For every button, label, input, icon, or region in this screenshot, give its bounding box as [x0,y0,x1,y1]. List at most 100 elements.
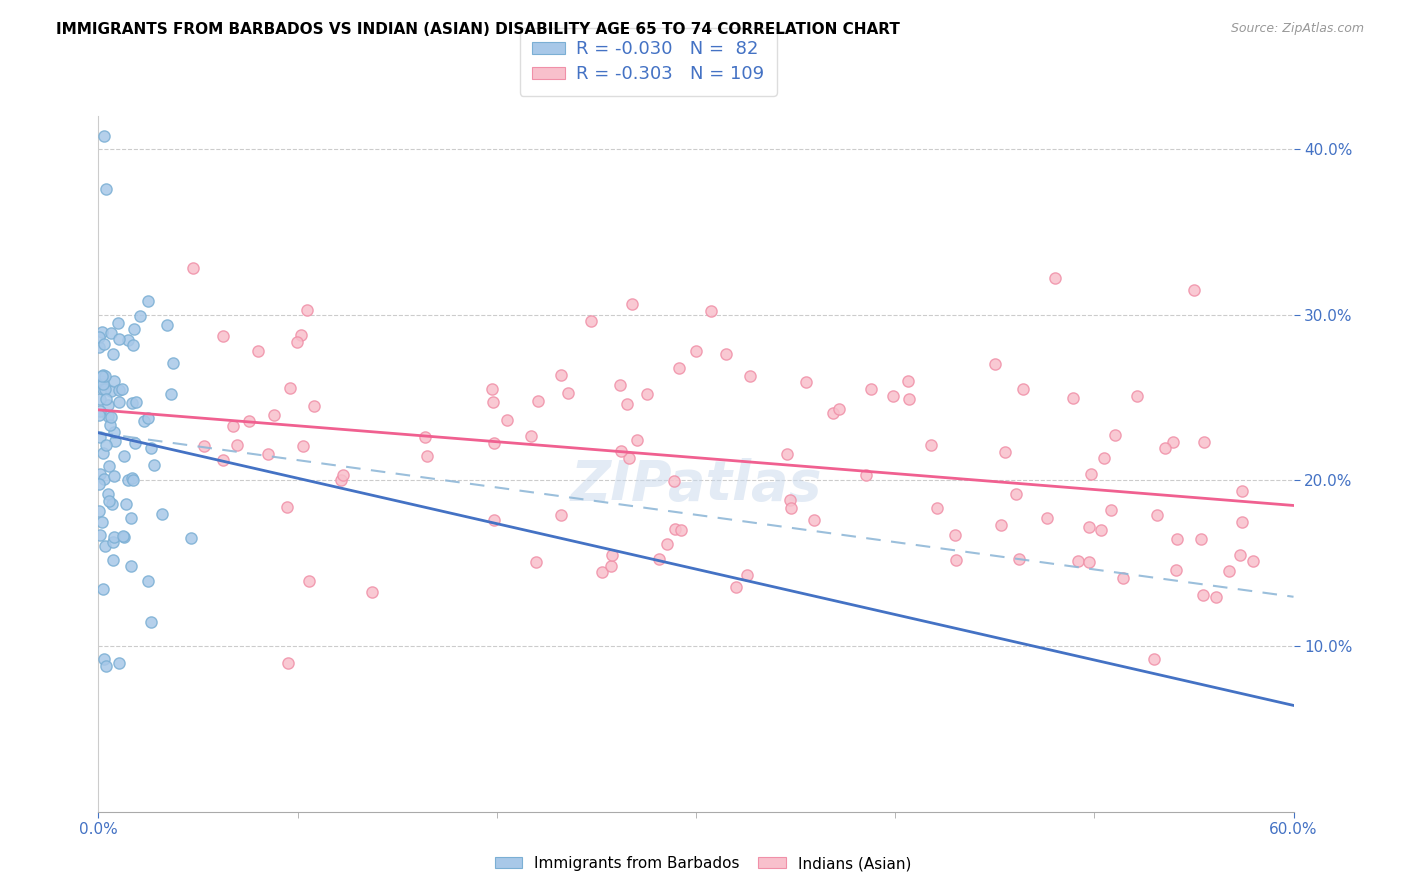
Point [87,477,110,491]
Point [112,449,135,463]
Point [89,504,111,518]
Point [107,384,129,398]
Point [89,467,111,481]
Point [89,528,111,542]
Point [94,438,117,452]
Point [828,402,851,417]
Point [111,382,134,396]
Point [103,530,125,544]
Point [648,552,671,566]
Point [925,500,948,515]
Point [111,529,134,543]
Point [89,330,111,344]
Point [636,387,658,401]
Point [120,511,142,525]
Point [664,522,686,536]
Point [87,340,110,354]
Point [1189,532,1212,546]
Point [276,500,298,514]
Point [290,328,312,343]
Point [780,501,803,516]
Text: IMMIGRANTS FROM BARBADOS VS INDIAN (ASIAN) DISABILITY AGE 65 TO 74 CORRELATION C: IMMIGRANTS FROM BARBADOS VS INDIAN (ASIA… [56,22,900,37]
Point [97,487,120,501]
Point [1192,588,1215,602]
Point [945,553,967,567]
Point [114,497,136,511]
Point [361,584,384,599]
Point [90,374,112,388]
Point [716,347,738,361]
Point [103,469,125,483]
Point [132,414,155,428]
Point [212,329,235,343]
Point [107,332,129,346]
Point [1099,503,1122,517]
Point [277,656,299,670]
Point [100,326,122,340]
Point [1066,554,1088,568]
Point [621,297,644,311]
Point [821,405,844,419]
Point [550,508,572,522]
Point [125,394,148,409]
Point [263,408,285,422]
Point [1062,391,1084,405]
Point [481,382,503,396]
Point [1241,554,1264,568]
Point [121,396,143,410]
Point [527,394,550,409]
Point [655,537,678,551]
Point [330,473,353,487]
Point [482,513,505,527]
Point [89,430,111,444]
Point [1112,571,1135,585]
Point [89,392,111,407]
Point [91,325,114,339]
Point [100,384,122,398]
Point [882,389,904,403]
Point [93,652,115,666]
Point [181,260,204,275]
Point [91,582,114,596]
Point [257,447,280,461]
Point [616,397,638,411]
Point [103,535,125,549]
Point [124,436,146,450]
Point [1104,428,1126,442]
Point [100,409,122,424]
Point [1166,533,1188,547]
Point [98,493,121,508]
Point [108,657,131,671]
Point [1077,555,1099,569]
Point [103,347,125,361]
Point [101,553,124,567]
Point [779,493,801,508]
Point [97,398,120,412]
Point [94,392,117,406]
Point [897,374,920,388]
Point [897,392,920,406]
Point [117,333,139,347]
Point [1143,652,1166,666]
Point [1125,389,1147,403]
Point [160,387,183,401]
Legend: Immigrants from Barbados, Indians (Asian): Immigrants from Barbados, Indians (Asian… [488,850,918,877]
Point [278,381,301,395]
Point [1192,434,1215,449]
Point [94,539,117,553]
Point [162,356,184,370]
Point [803,513,825,527]
Point [304,399,326,413]
Point [117,473,139,487]
Point [122,337,145,351]
Point [591,565,613,579]
Point [91,377,114,392]
Point [1090,524,1112,538]
Text: Source: ZipAtlas.com: Source: ZipAtlas.com [1230,22,1364,36]
Point [93,446,115,460]
Point [610,443,633,458]
Point [943,528,966,542]
Point [990,518,1012,533]
Point [1012,382,1035,396]
Point [984,358,1007,372]
